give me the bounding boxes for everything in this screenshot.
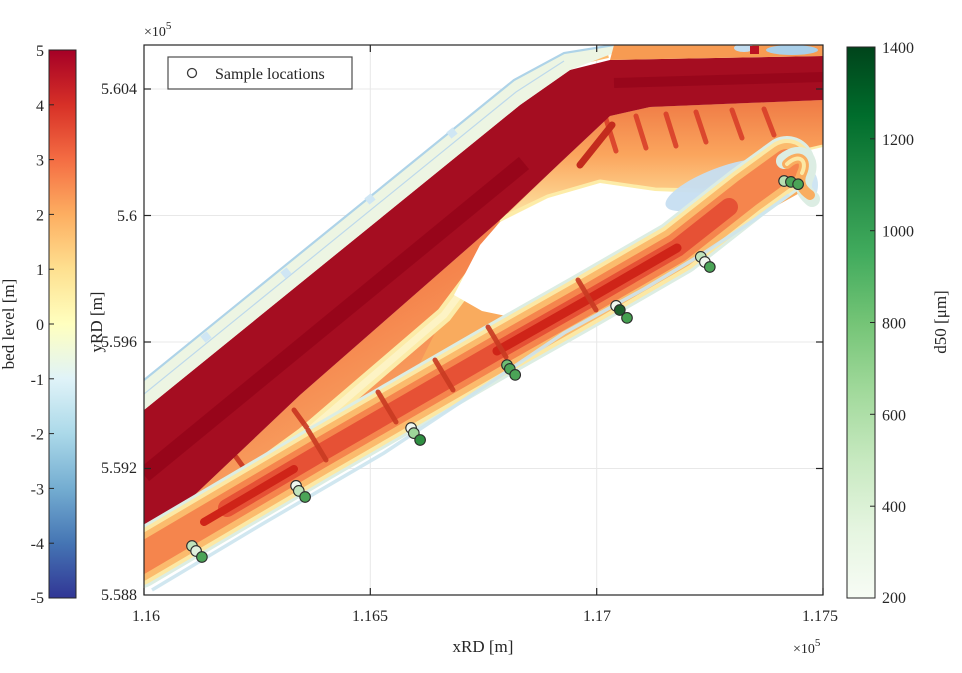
- svg-text:-1: -1: [31, 372, 44, 389]
- svg-text:1000: 1000: [882, 224, 914, 241]
- y-tick-labels: 5.588 5.592 5.596 5.6 5.604: [101, 81, 137, 604]
- sandbar-hook-core: [785, 156, 806, 175]
- sample-point: [196, 551, 208, 563]
- svg-text:1.16: 1.16: [132, 608, 160, 625]
- plot-area: Sample locations: [144, 45, 823, 595]
- legend-marker-icon: [186, 67, 198, 79]
- svg-text:400: 400: [882, 499, 906, 516]
- legend-label: Sample locations: [215, 66, 325, 83]
- sample-point: [703, 261, 716, 273]
- svg-text:5.604: 5.604: [101, 81, 137, 98]
- bed-level-map: [144, 45, 823, 592]
- svg-text:3: 3: [36, 153, 44, 170]
- x-tick-labels: 1.16 1.165 1.17 1.175: [132, 608, 838, 625]
- svg-text:1.175: 1.175: [802, 608, 838, 625]
- svg-text:5.592: 5.592: [101, 460, 137, 477]
- svg-text:1: 1: [36, 262, 44, 279]
- sample-point: [509, 369, 522, 381]
- upper-flat: [500, 100, 823, 221]
- svg-text:-4: -4: [31, 536, 44, 553]
- svg-text:800: 800: [882, 316, 906, 333]
- sample-point: [613, 304, 626, 316]
- sample-points-layer: [186, 175, 804, 563]
- svg-text:200: 200: [882, 590, 906, 607]
- legend: Sample locations: [167, 56, 353, 90]
- sandbar-streaks: [305, 277, 599, 463]
- sample-point: [414, 434, 426, 446]
- top-band-pool-small: [734, 45, 754, 52]
- colorbar-bed-level-tick-labels: 5 4 3 2 1 0 -1 -2 -3 -4 -5: [31, 43, 44, 607]
- colorbar-bed-level-ticks: [49, 104, 54, 544]
- sample-point: [299, 491, 311, 503]
- svg-text:-5: -5: [31, 590, 44, 607]
- dike: [144, 56, 823, 543]
- axis-tick-marks: [143, 45, 824, 595]
- x-axis-multiplier: ×105: [793, 637, 821, 657]
- dike-core-shading: [144, 156, 530, 482]
- colorbar-d50: 1400 1200 1000 800 600 400 200 d50 [μm]: [846, 40, 950, 607]
- colorbar-d50-label: d50 [μm]: [931, 290, 950, 353]
- svg-text:0: 0: [36, 317, 44, 334]
- svg-text:1.17: 1.17: [583, 608, 611, 625]
- svg-text:1.165: 1.165: [352, 608, 388, 625]
- sample-point: [792, 178, 804, 191]
- svg-text:5: 5: [36, 43, 44, 60]
- svg-text:600: 600: [882, 407, 906, 424]
- svg-text:4: 4: [36, 98, 44, 115]
- plot-frame: [143, 44, 824, 596]
- sandbar: [144, 136, 815, 589]
- beach: [144, 220, 500, 550]
- sample-point: [621, 312, 633, 324]
- upper-flat-ridge: [576, 121, 616, 169]
- dike-top-shading: [613, 72, 823, 88]
- svg-text:5.6: 5.6: [117, 208, 137, 225]
- svg-text:1200: 1200: [882, 132, 914, 149]
- colorbar-d50-ticks: [870, 138, 875, 507]
- colorbar-d50-tick-labels: 1400 1200 1000 800 600 400 200: [882, 40, 914, 607]
- foreshore-strip-inner-line: [144, 60, 565, 395]
- y-axis-multiplier: ×105: [144, 20, 172, 40]
- foreshore-steps: [200, 127, 458, 343]
- colorbar-bed-level: 5 4 3 2 1 0 -1 -2 -3 -4 -5 bed level [m]: [0, 43, 77, 607]
- foreshore-strip-blue-edge: [144, 45, 615, 381]
- svg-text:-2: -2: [31, 427, 44, 444]
- legend-box: [167, 56, 353, 90]
- svg-text:1400: 1400: [882, 40, 914, 57]
- x-axis-label: xRD [m]: [453, 637, 514, 656]
- svg-text:5.596: 5.596: [101, 334, 137, 351]
- y-axis-label: yRD [m]: [87, 292, 106, 353]
- top-band-pool: [766, 45, 818, 55]
- svg-text:-3: -3: [31, 481, 44, 498]
- svg-text:5.588: 5.588: [101, 587, 137, 604]
- upper-flat-streaks: [603, 106, 777, 154]
- colorbar-bed-level-label: bed level [m]: [0, 279, 18, 370]
- axes: 1.16 1.165 1.17 1.175 5.588 5.592 5.596 …: [87, 20, 838, 657]
- top-band-red-spot: [750, 46, 759, 54]
- svg-text:2: 2: [36, 207, 44, 224]
